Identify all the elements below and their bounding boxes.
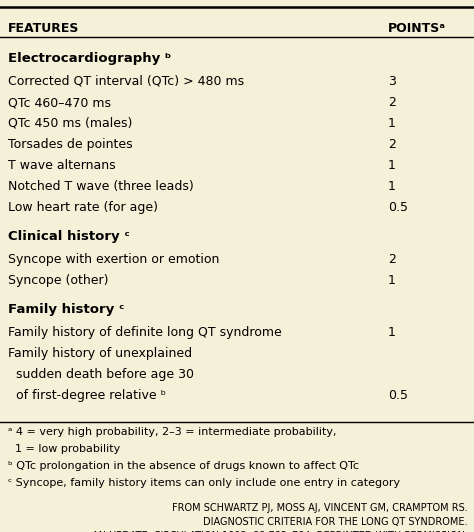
Text: 2: 2 [388,96,396,109]
Text: ᵃ 4 = very high probability, 2–3 = intermediate probability,: ᵃ 4 = very high probability, 2–3 = inter… [8,427,337,437]
Text: QTc 450 ms (males): QTc 450 ms (males) [8,117,132,130]
Text: T wave alternans: T wave alternans [8,159,116,172]
Text: DIAGNOSTIC CRITERIA FOR THE LONG QT SYNDROME.: DIAGNOSTIC CRITERIA FOR THE LONG QT SYND… [203,517,468,527]
Text: Notched T wave (three leads): Notched T wave (three leads) [8,180,194,193]
Text: Corrected QT interval (QTc) > 480 ms: Corrected QT interval (QTc) > 480 ms [8,75,244,88]
Text: ᵇ QTc prolongation in the absence of drugs known to affect QTc: ᵇ QTc prolongation in the absence of dru… [8,461,359,471]
Text: 2: 2 [388,253,396,266]
Text: 1 = low probability: 1 = low probability [8,444,120,454]
Text: QTc 460–470 ms: QTc 460–470 ms [8,96,111,109]
Text: Family history of definite long QT syndrome: Family history of definite long QT syndr… [8,326,282,339]
Text: 2: 2 [388,138,396,151]
Text: Low heart rate (for age): Low heart rate (for age) [8,201,158,214]
Text: 0.5: 0.5 [388,389,408,402]
Text: 1: 1 [388,180,396,193]
Text: POINTSᵃ: POINTSᵃ [388,22,446,35]
Text: sudden death before age 30: sudden death before age 30 [8,368,194,381]
Text: FEATURES: FEATURES [8,22,79,35]
Text: 1: 1 [388,117,396,130]
Text: 0.5: 0.5 [388,201,408,214]
Text: 1: 1 [388,274,396,287]
Text: Family history of unexplained: Family history of unexplained [8,347,192,360]
Text: ᶜ Syncope, family history items can only include one entry in category: ᶜ Syncope, family history items can only… [8,478,400,488]
Text: 3: 3 [388,75,396,88]
Text: Clinical history ᶜ: Clinical history ᶜ [8,230,130,243]
Text: 1: 1 [388,326,396,339]
Text: AN UPDATE. CIRCULATION 1993; 88:782–784. REPRINTED WITH PERMISSION.: AN UPDATE. CIRCULATION 1993; 88:782–784.… [92,531,468,532]
Text: Syncope (other): Syncope (other) [8,274,109,287]
Text: FROM SCHWARTZ PJ, MOSS AJ, VINCENT GM, CRAMPTOM RS.: FROM SCHWARTZ PJ, MOSS AJ, VINCENT GM, C… [172,503,468,513]
Text: of first-degree relative ᵇ: of first-degree relative ᵇ [8,389,166,402]
Text: Electrocardiography ᵇ: Electrocardiography ᵇ [8,52,171,65]
Text: Syncope with exertion or emotion: Syncope with exertion or emotion [8,253,219,266]
Text: Family history ᶜ: Family history ᶜ [8,303,124,316]
Text: 1: 1 [388,159,396,172]
Text: Torsades de pointes: Torsades de pointes [8,138,133,151]
